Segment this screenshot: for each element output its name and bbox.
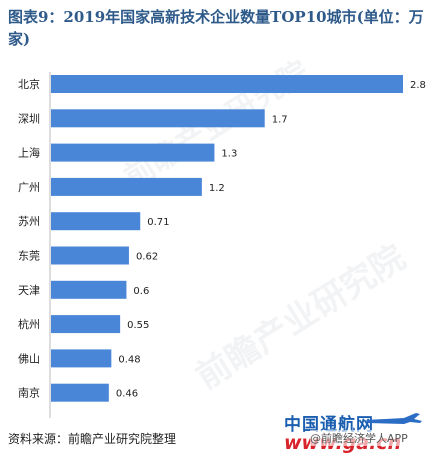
category-label: 天津: [18, 284, 40, 297]
value-label: 1.7: [272, 114, 288, 125]
airplane-icon: [366, 413, 422, 424]
category-label: 广州: [18, 181, 40, 194]
category-label: 杭州: [18, 317, 40, 331]
value-label: 0.46: [116, 389, 138, 400]
category-label: 苏州: [18, 215, 40, 228]
bar: [51, 315, 121, 334]
value-label: 0.6: [133, 286, 149, 297]
bar: [51, 109, 265, 128]
bar: [51, 177, 202, 196]
value-label: 0.62: [136, 252, 158, 263]
logo-subtitle: @前瞻经济学人APP: [310, 430, 408, 446]
site-logo: 中国通航网 www.ga.cn @前瞻经济学人APP: [284, 410, 434, 456]
bar: [51, 383, 109, 402]
bar: [51, 246, 129, 265]
source-note: 资料来源：前瞻产业研究院整理: [8, 432, 177, 446]
value-label: 0.71: [147, 217, 169, 228]
category-label: 上海: [18, 146, 40, 160]
bar: [51, 349, 112, 368]
bar: [51, 75, 403, 93]
category-label: 南京: [18, 386, 40, 400]
category-label: 佛山: [18, 352, 40, 365]
bar: [51, 280, 127, 299]
value-label: 0.48: [118, 354, 140, 365]
category-label: 深圳: [18, 112, 40, 125]
value-label: 1.2: [209, 183, 225, 194]
value-label: 2.8: [410, 80, 426, 91]
category-label: 东莞: [18, 250, 40, 263]
value-label: 0.55: [127, 320, 149, 331]
value-label: 1.3: [221, 149, 237, 160]
category-label: 北京: [18, 77, 40, 91]
bar: [51, 212, 141, 231]
chart-title: 图表9：2019年国家高新技术企业数量TOP10城市(单位：万家): [8, 8, 424, 48]
bar: [51, 143, 215, 162]
